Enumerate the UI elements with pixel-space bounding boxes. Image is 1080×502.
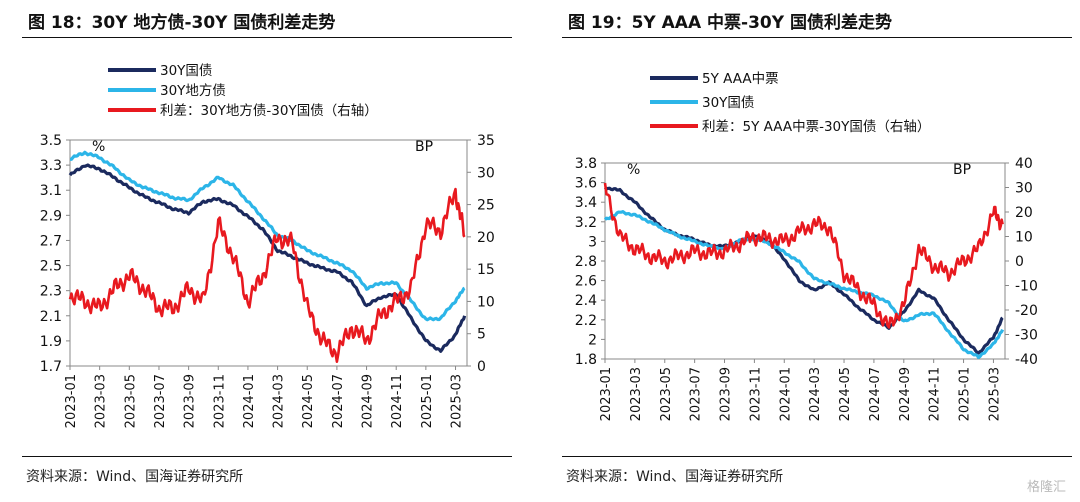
y-tick-label-right: 10 xyxy=(477,294,495,310)
x-tick-label: 2023-01 xyxy=(64,374,79,428)
x-tick-label: 2024-09 xyxy=(361,374,376,428)
chart-right: 3.8 3.6 3.4 3.2 3 2.8 2.6 2.4 2.2 2 1.8 40 30 20 10 0 -1… xyxy=(575,71,1038,421)
x-tick-label: 2024-03 xyxy=(272,374,287,428)
y-tick-label-right: 5 xyxy=(477,327,486,343)
y-tick-label-left: 2.4 xyxy=(575,293,597,309)
x-tick-label: 2024-07 xyxy=(868,367,883,421)
x-tick-label: 2025-03 xyxy=(450,374,465,428)
y-tick-label-left: 1.9 xyxy=(40,334,62,350)
x-tick-label: 2024-05 xyxy=(838,367,853,421)
y-tick-label-right: 20 xyxy=(1015,205,1033,221)
x-tick-label: 2024-01 xyxy=(242,374,257,428)
legend-label: 30Y国债 xyxy=(160,63,212,79)
watermark: 格隆汇 xyxy=(1026,480,1066,495)
y-tick-label-right: 35 xyxy=(477,133,495,149)
source-note: 资料来源：Wind、国海证券研究所 xyxy=(26,469,244,485)
y-tick-label-left: 2.3 xyxy=(40,284,62,300)
y-tick-label-left: 3.3 xyxy=(40,158,62,174)
y-tick-label-left: 2.1 xyxy=(40,309,62,325)
y-tick-label-left: 3.8 xyxy=(575,156,597,172)
y-tick-label-right: 15 xyxy=(477,262,495,278)
plot-frame xyxy=(69,139,468,367)
x-tick-label: 2023-11 xyxy=(212,374,227,428)
y-tick-label-left: 2.9 xyxy=(40,208,62,224)
legend-label: 5Y AAA中票 xyxy=(702,71,779,87)
legend-label: 30Y国债 xyxy=(702,95,754,111)
y-tick-label-left: 1.7 xyxy=(40,359,62,375)
y-tick-label-left: 1.8 xyxy=(575,352,597,368)
y-tick-label-left: 2.5 xyxy=(40,259,62,275)
y-tick-label-left: 2 xyxy=(588,332,597,348)
x-tick-label: 2024-03 xyxy=(808,367,823,421)
y-unit-right: BP xyxy=(415,139,433,155)
y-tick-label-left: 2.6 xyxy=(575,274,597,290)
divider xyxy=(22,37,512,38)
x-tick-label: 2024-01 xyxy=(778,367,793,421)
x-tick-label: 2025-03 xyxy=(987,367,1002,421)
y-tick-label-left: 3.1 xyxy=(40,183,62,199)
y-tick-label-right: 25 xyxy=(477,198,495,214)
y-unit-right: BP xyxy=(953,162,971,178)
y-tick-label-left: 3.5 xyxy=(40,133,62,149)
y-tick-label-right: -20 xyxy=(1015,303,1038,319)
y-tick-label-right: 20 xyxy=(477,230,495,246)
source-note: 资料来源：Wind、国海证券研究所 xyxy=(566,469,784,485)
x-tick-label: 2024-11 xyxy=(390,374,405,428)
legend-label: 利差：5Y AAA中票-30Y国债（右轴） xyxy=(702,119,930,135)
divider xyxy=(562,456,1072,457)
x-tick-label: 2023-07 xyxy=(689,367,704,421)
y-tick-label-left: 3.2 xyxy=(575,215,597,231)
y-unit-left: % xyxy=(627,162,640,178)
x-tick-label: 2023-05 xyxy=(123,374,138,428)
y-tick-label-right: 30 xyxy=(477,165,495,181)
x-tick-label: 2023-01 xyxy=(599,367,614,421)
x-tick-label: 2023-09 xyxy=(719,367,734,421)
y-tick-label-right: -40 xyxy=(1015,352,1038,368)
chart-panel-right: 图 19：5Y AAA 中票-30Y 国债利差走势 3.8 3.6 3.4 3.2 3 2… xyxy=(540,0,1080,502)
x-tick-label: 2023-09 xyxy=(183,374,198,428)
y-tick-label-left: 2.8 xyxy=(575,254,597,270)
y-tick-label-left: 3 xyxy=(588,234,597,250)
chart-panel-left: 图 18：30Y 地方债-30Y 国债利差走势 3.5 3.3 3.1 2.9 2.7 2… xyxy=(0,0,520,502)
x-tick-label: 2023-05 xyxy=(659,367,674,421)
x-tick-label: 2024-07 xyxy=(331,374,346,428)
series-line-0 xyxy=(68,163,467,353)
y-tick-label-right: -10 xyxy=(1015,279,1038,295)
y-tick-label-left: 2.2 xyxy=(575,313,597,329)
x-tick-label: 2025-01 xyxy=(958,367,973,421)
y-tick-label-right: 30 xyxy=(1015,181,1033,197)
chart-title: 图 18：30Y 地方债-30Y 国债利差走势 xyxy=(28,13,336,33)
series-line-1 xyxy=(603,210,1005,359)
y-tick-label-right: 10 xyxy=(1015,230,1033,246)
y-tick-label-right: 40 xyxy=(1015,156,1033,172)
chart-left: 3.5 3.3 3.1 2.9 2.7 2.5 2.3 2.1 1.9 1.7 35 30 25 20 15… xyxy=(40,63,495,428)
series-line-1 xyxy=(69,150,466,322)
x-tick-label: 2023-03 xyxy=(94,374,109,428)
chart-title: 图 19：5Y AAA 中票-30Y 国债利差走势 xyxy=(568,13,892,33)
x-tick-label: 2023-07 xyxy=(153,374,168,428)
x-tick-label: 2025-01 xyxy=(420,374,435,428)
y-tick-label-right: 0 xyxy=(1015,254,1024,270)
divider xyxy=(22,456,512,457)
x-tick-label: 2023-11 xyxy=(748,367,763,421)
x-tick-label: 2024-11 xyxy=(928,367,943,421)
legend-label: 30Y地方债 xyxy=(160,83,226,99)
x-tick-label: 2024-05 xyxy=(301,374,316,428)
legend-label: 利差：30Y地方债-30Y国债（右轴） xyxy=(160,103,378,119)
series-line-2 xyxy=(603,182,1004,329)
y-tick-label-right: 0 xyxy=(477,359,486,375)
y-tick-label-left: 2.7 xyxy=(40,233,62,249)
x-tick-label: 2024-09 xyxy=(898,367,913,421)
y-tick-label-right: -30 xyxy=(1015,328,1038,344)
y-tick-label-left: 3.6 xyxy=(575,176,597,192)
divider xyxy=(562,37,1072,38)
x-tick-label: 2023-03 xyxy=(629,367,644,421)
y-tick-label-left: 3.4 xyxy=(575,195,597,211)
series-line-2 xyxy=(68,187,466,364)
y-unit-left: % xyxy=(92,139,105,155)
